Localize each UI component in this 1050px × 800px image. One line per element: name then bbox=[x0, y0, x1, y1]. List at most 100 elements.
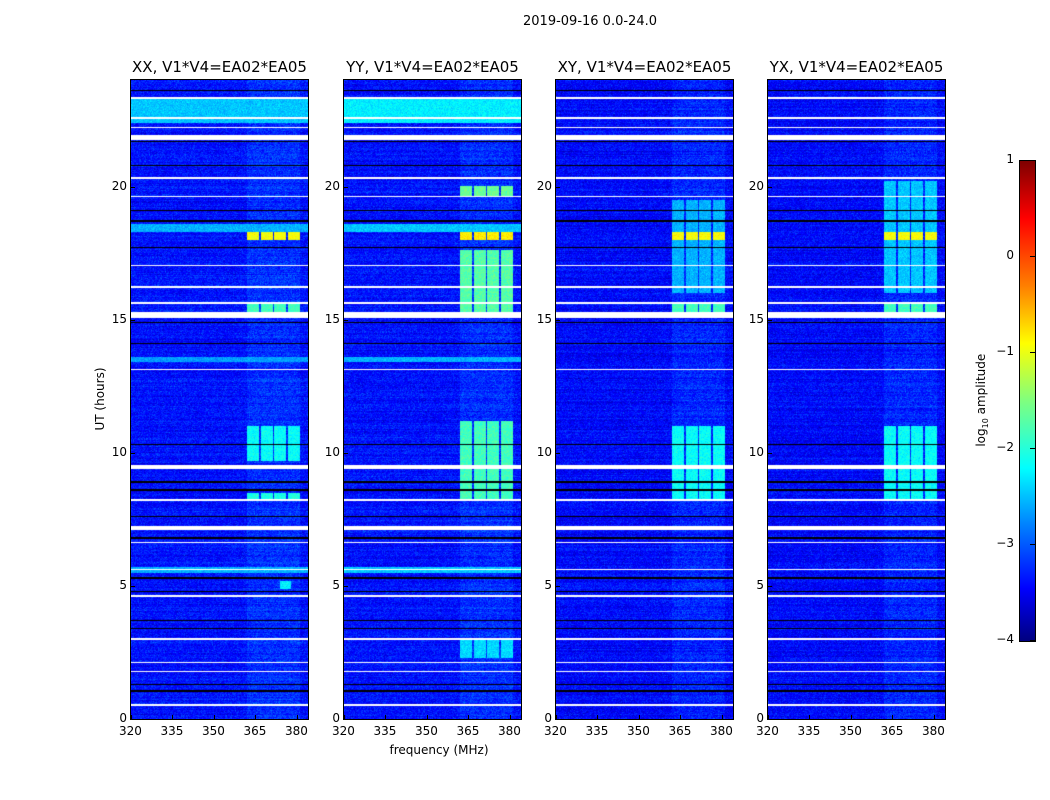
colorbar-tick-label: −3 bbox=[996, 536, 1014, 550]
y-tick-mark bbox=[556, 319, 560, 321]
colorbar-label-prefix: log bbox=[973, 428, 988, 447]
x-tick-label: 335 bbox=[160, 724, 184, 738]
x-tick-mark bbox=[385, 715, 387, 719]
x-tick-mark bbox=[426, 715, 428, 719]
heatmap-panel-yy bbox=[343, 79, 522, 720]
colorbar-tick-label: −1 bbox=[996, 344, 1014, 358]
x-tick-label: 320 bbox=[544, 724, 567, 738]
x-tick-label: 380 bbox=[497, 724, 521, 738]
y-tick-mark bbox=[131, 452, 135, 454]
y-tick-label: 15 bbox=[324, 311, 340, 326]
y-tick-mark bbox=[131, 585, 135, 587]
y-tick-label: 20 bbox=[111, 178, 127, 193]
y-tick-label: 20 bbox=[536, 178, 552, 193]
y-tick-mark bbox=[768, 186, 772, 188]
y-tick-mark bbox=[556, 719, 560, 720]
panel-title: YY, V1*V4=EA02*EA05 bbox=[346, 58, 519, 76]
y-tick-mark bbox=[344, 452, 348, 454]
colorbar-tick-mark bbox=[1030, 352, 1035, 353]
x-tick-mark bbox=[638, 715, 640, 719]
heatmap-image bbox=[344, 80, 521, 719]
colorbar-tick-mark bbox=[1030, 160, 1035, 161]
y-tick-mark bbox=[131, 319, 135, 321]
heatmap-panel-xx bbox=[130, 79, 309, 720]
colorbar-label-sub: 10 bbox=[981, 418, 991, 429]
x-tick-label: 320 bbox=[332, 724, 355, 738]
colorbar-tick-label: −4 bbox=[996, 632, 1014, 646]
x-tick-mark bbox=[809, 715, 811, 719]
x-tick-mark bbox=[344, 715, 345, 719]
x-tick-label: 350 bbox=[838, 724, 862, 738]
colorbar-tick-label: −2 bbox=[996, 440, 1014, 454]
x-tick-mark bbox=[468, 715, 470, 719]
x-tick-label: 335 bbox=[797, 724, 821, 738]
x-tick-label: 380 bbox=[921, 724, 945, 738]
y-tick-mark bbox=[131, 186, 135, 188]
colorbar bbox=[1019, 160, 1036, 642]
x-tick-mark bbox=[933, 715, 935, 719]
colorbar-tick-mark bbox=[1030, 256, 1035, 257]
heatmap-image bbox=[131, 80, 308, 719]
y-tick-label: 5 bbox=[544, 577, 552, 592]
y-tick-label: 0 bbox=[756, 711, 764, 725]
x-tick-mark bbox=[296, 715, 298, 719]
colorbar-tick-mark bbox=[1030, 448, 1035, 449]
y-tick-mark bbox=[556, 585, 560, 587]
x-tick-mark bbox=[597, 715, 599, 719]
x-tick-mark bbox=[172, 715, 174, 719]
y-tick-mark bbox=[556, 452, 560, 454]
x-tick-label: 320 bbox=[756, 724, 779, 738]
x-tick-label: 350 bbox=[201, 724, 225, 738]
x-tick-label: 335 bbox=[373, 724, 397, 738]
x-tick-mark bbox=[509, 715, 511, 719]
y-tick-mark bbox=[768, 719, 772, 720]
colorbar-tick-mark bbox=[1030, 544, 1035, 545]
y-tick-mark bbox=[556, 186, 560, 188]
y-tick-label: 0 bbox=[119, 711, 127, 725]
x-tick-mark bbox=[850, 715, 852, 719]
x-tick-label: 365 bbox=[880, 724, 904, 738]
colorbar-tick-label: 0 bbox=[1006, 248, 1014, 262]
panel-title: XX, V1*V4=EA02*EA05 bbox=[132, 58, 307, 76]
x-tick-label: 380 bbox=[709, 724, 733, 738]
x-tick-mark bbox=[213, 715, 215, 719]
y-tick-mark bbox=[131, 719, 135, 720]
y-tick-mark bbox=[344, 186, 348, 188]
y-tick-label: 10 bbox=[536, 444, 552, 459]
y-tick-label: 0 bbox=[544, 711, 552, 725]
heatmap-image bbox=[556, 80, 733, 719]
y-tick-label: 15 bbox=[748, 311, 764, 326]
x-tick-label: 320 bbox=[119, 724, 142, 738]
x-axis-label-text: frequency (MHz) bbox=[389, 743, 489, 757]
heatmap-panel-xy bbox=[555, 79, 734, 720]
x-tick-mark bbox=[556, 715, 557, 719]
y-tick-label: 15 bbox=[536, 311, 552, 326]
figure-title: 2019-09-16 0.0-24.0 bbox=[523, 14, 657, 29]
y-tick-label: 10 bbox=[324, 444, 340, 459]
y-tick-label: 5 bbox=[756, 577, 764, 592]
y-tick-mark bbox=[344, 719, 348, 720]
x-tick-mark bbox=[892, 715, 894, 719]
x-tick-label: 365 bbox=[668, 724, 692, 738]
y-tick-label: 0 bbox=[332, 711, 340, 725]
colorbar-label: log10 amplitude bbox=[974, 340, 990, 460]
x-tick-label: 335 bbox=[585, 724, 609, 738]
y-tick-mark bbox=[768, 585, 772, 587]
y-tick-label: 5 bbox=[119, 577, 127, 592]
y-tick-mark bbox=[344, 319, 348, 321]
x-tick-label: 365 bbox=[456, 724, 480, 738]
y-tick-mark bbox=[768, 452, 772, 454]
x-tick-label: 365 bbox=[243, 724, 267, 738]
y-tick-label: 20 bbox=[748, 178, 764, 193]
y-tick-label: 20 bbox=[324, 178, 340, 193]
y-tick-label: 10 bbox=[111, 444, 127, 459]
x-tick-mark bbox=[255, 715, 257, 719]
x-tick-label: 350 bbox=[626, 724, 650, 738]
y-tick-label: 15 bbox=[111, 311, 127, 326]
heatmap-panel-yx bbox=[767, 79, 946, 720]
x-tick-mark bbox=[721, 715, 723, 719]
panel-title: XY, V1*V4=EA02*EA05 bbox=[557, 58, 732, 76]
heatmap-image bbox=[768, 80, 945, 719]
y-tick-label: 10 bbox=[748, 444, 764, 459]
